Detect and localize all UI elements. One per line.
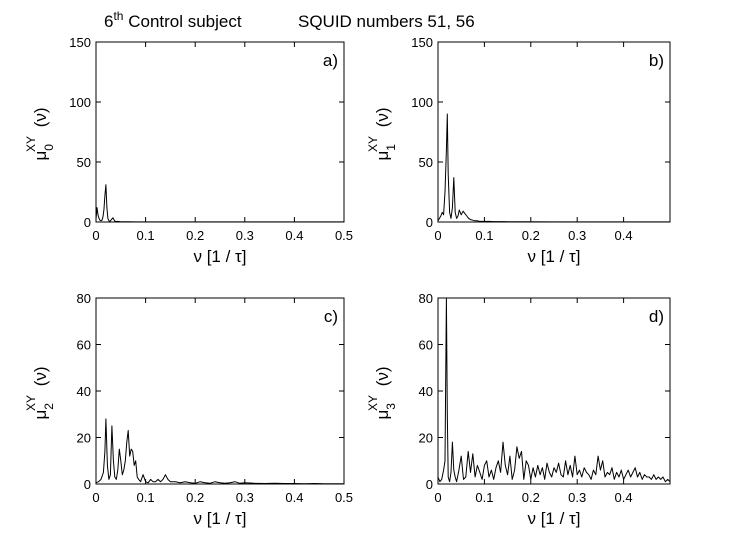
x-tick-label: 0.2 <box>522 228 540 243</box>
panel-label: b) <box>649 51 664 70</box>
y-tick-label: 20 <box>419 431 433 446</box>
x-tick-label: 0 <box>92 228 99 243</box>
y-tick-label: 0 <box>84 477 91 492</box>
y-tick-label: 40 <box>77 384 91 399</box>
x-tick-label: 0 <box>434 228 441 243</box>
series-line <box>95 184 344 223</box>
series-line <box>95 418 344 485</box>
x-axis-label: ν [1 / τ] <box>193 247 246 266</box>
x-tick-label: 0.1 <box>137 228 155 243</box>
x-tick-label: 0.2 <box>186 490 204 505</box>
x-tick-label: 0.3 <box>236 490 254 505</box>
x-tick-label: 0.4 <box>285 490 303 505</box>
y-tick-label: 40 <box>419 384 433 399</box>
panel-label: d) <box>649 307 664 326</box>
y-tick-label: 100 <box>69 95 91 110</box>
x-tick-label: 0.5 <box>335 490 353 505</box>
plot-frame <box>437 41 671 223</box>
y-tick-label: 20 <box>77 431 91 446</box>
x-tick-label: 0.4 <box>285 228 303 243</box>
y-tick-label: 50 <box>77 155 91 170</box>
x-axis-label: ν [1 / τ] <box>527 509 580 528</box>
y-axis-label: μ2XY (ν) <box>24 366 56 419</box>
x-axis-label: ν [1 / τ] <box>193 509 246 528</box>
y-tick-label: 150 <box>411 35 433 50</box>
figure-title-left: 6th Control subject <box>104 9 242 31</box>
y-tick-label: 0 <box>84 215 91 230</box>
y-axis-label: μ0XY (ν) <box>24 107 56 160</box>
y-tick-label: 150 <box>69 35 91 50</box>
x-tick-label: 0.1 <box>475 490 493 505</box>
panel-c: 0 0.1 0.2 0.3 0.4 0.5 0 20 40 60 80 c) ν [1 / τ] μ2XY… <box>24 291 353 528</box>
x-tick-label: 0.3 <box>568 228 586 243</box>
x-tick-label: 0.3 <box>236 228 254 243</box>
x-axis-label: ν [1 / τ] <box>527 247 580 266</box>
x-tick-label: 0.5 <box>335 228 353 243</box>
x-tick-label: 0.3 <box>568 490 586 505</box>
series-line <box>437 113 670 223</box>
x-tick-label: 0.2 <box>522 490 540 505</box>
panel-a: 0 0.1 0.2 0.3 0.4 0.5 0 50 100 150 a) ν [1 / τ] μ0XY… <box>24 35 353 266</box>
figure-title-right: SQUID numbers 51, 56 <box>298 12 475 31</box>
panel-label: a) <box>323 51 338 70</box>
x-tick-label: 0.2 <box>186 228 204 243</box>
y-axis-label: μ1XY (ν) <box>366 107 398 160</box>
x-tick-label: 0.4 <box>615 490 633 505</box>
panel-d: 0 0.1 0.2 0.3 0.4 0 20 40 60 80 d) ν [1 / τ] μ3XY (ν… <box>366 291 671 528</box>
y-tick-label: 80 <box>77 291 91 306</box>
y-tick-label: 60 <box>419 338 433 353</box>
y-tick-label: 100 <box>411 95 433 110</box>
y-tick-label: 0 <box>426 215 433 230</box>
panel-label: c) <box>324 307 338 326</box>
plot-frame <box>95 41 345 223</box>
x-tick-label: 0.1 <box>475 228 493 243</box>
y-axis-label: μ3XY (ν) <box>366 366 398 419</box>
y-tick-label: 80 <box>419 291 433 306</box>
series-line <box>437 297 671 483</box>
x-tick-label: 0.4 <box>615 228 633 243</box>
y-tick-label: 0 <box>426 477 433 492</box>
y-tick-label: 50 <box>419 155 433 170</box>
panel-b: 0 0.1 0.2 0.3 0.4 0 50 100 150 b) ν [1 / τ] μ1XY (ν… <box>366 35 671 266</box>
x-tick-label: 0.1 <box>137 490 155 505</box>
x-tick-label: 0 <box>434 490 441 505</box>
y-tick-label: 60 <box>77 338 91 353</box>
x-tick-label: 0 <box>92 490 99 505</box>
